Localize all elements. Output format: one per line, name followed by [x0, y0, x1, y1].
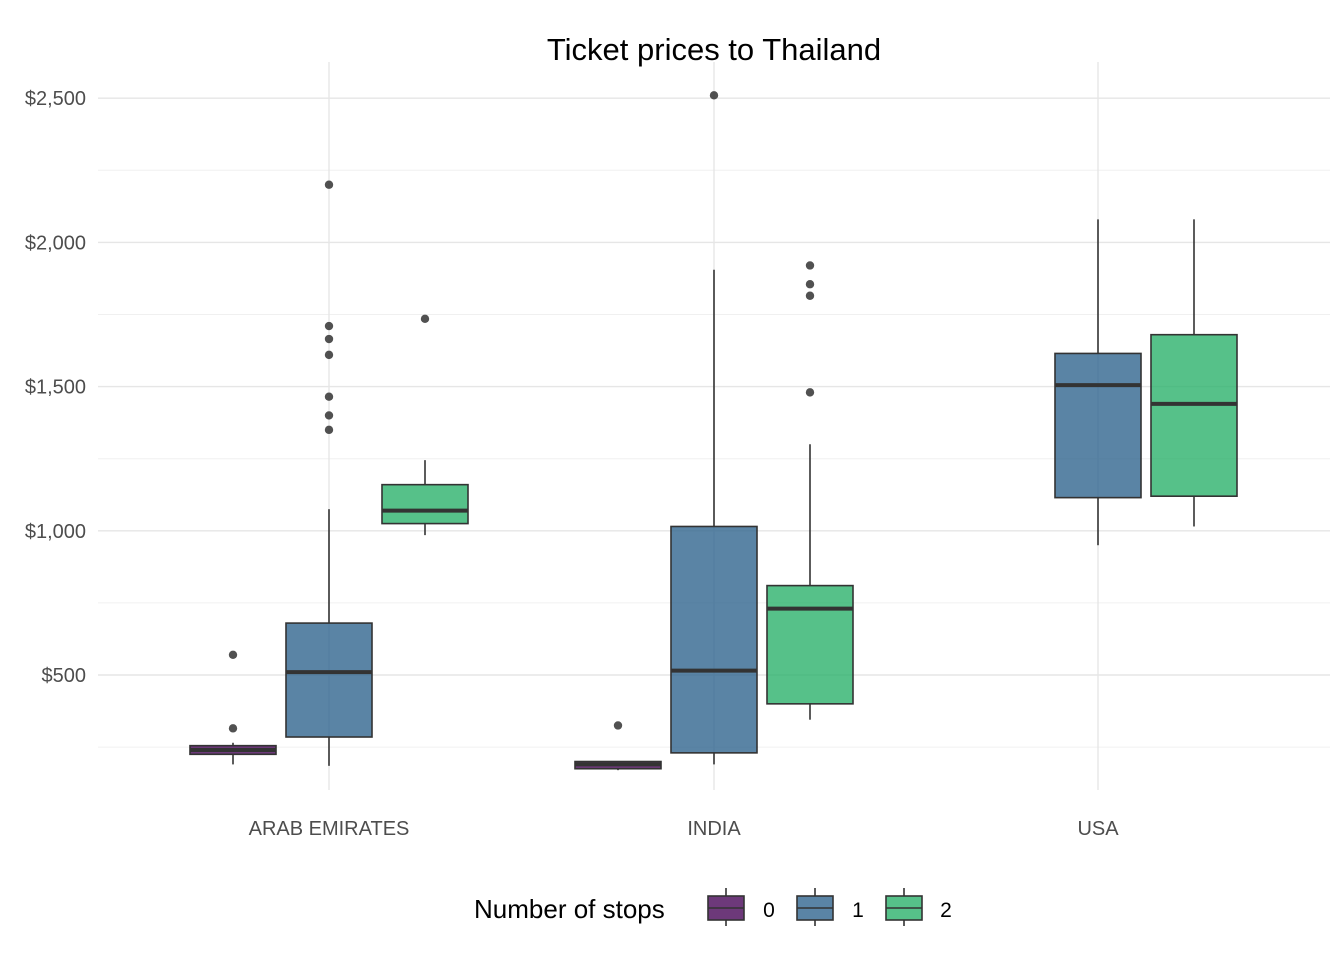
- outlier-point: [805, 388, 815, 397]
- box: [1150, 333, 1238, 497]
- box: [670, 525, 758, 754]
- box: [285, 622, 373, 738]
- outlier-point: [324, 334, 334, 344]
- outlier-point: [324, 180, 334, 189]
- box-group: [670, 91, 758, 765]
- box-group: [574, 721, 662, 771]
- box-group: [1150, 219, 1238, 527]
- box: [1054, 352, 1142, 499]
- outlier-point: [228, 724, 238, 733]
- box-group: [189, 650, 277, 765]
- y-tick-label: $2,500: [25, 88, 86, 110]
- legend-item: 2: [885, 888, 952, 926]
- plot-area: [189, 91, 1238, 771]
- outlier-point: [805, 280, 815, 289]
- outlier-point: [613, 721, 623, 730]
- box-group: [766, 261, 854, 720]
- legend-item: 0: [707, 888, 775, 926]
- outlier-point: [709, 91, 719, 100]
- x-tick-label: USA: [1077, 818, 1119, 840]
- x-tick-label: INDIA: [687, 818, 741, 840]
- outlier-point: [228, 650, 238, 660]
- outlier-point: [324, 392, 334, 401]
- x-axis: ARAB EMIRATES INDIA USA: [249, 818, 1120, 840]
- outlier-point: [324, 321, 334, 331]
- legend-label: 0: [763, 899, 775, 922]
- y-tick-label: $500: [42, 665, 87, 687]
- outlier-point: [324, 411, 334, 420]
- outlier-point: [324, 425, 334, 435]
- y-tick-label: $1,000: [25, 521, 86, 543]
- x-tick-label: ARAB EMIRATES: [249, 818, 410, 840]
- box-group: [381, 314, 469, 536]
- y-tick-label: $2,000: [25, 232, 86, 254]
- chart-title: Ticket prices to Thailand: [547, 32, 881, 67]
- y-axis: $500 $1,000 $1,500 $2,000 $2,500: [25, 88, 86, 687]
- box-group: [285, 180, 373, 766]
- outlier-point: [805, 261, 815, 270]
- legend-label: 1: [852, 899, 864, 922]
- y-tick-label: $1,500: [25, 377, 86, 399]
- legend-title: Number of stops: [474, 894, 665, 924]
- outlier-point: [805, 291, 815, 300]
- legend-item: 1: [796, 888, 864, 926]
- legend: Number of stops 0 1 2: [474, 888, 952, 926]
- box: [381, 483, 469, 525]
- legend-label: 2: [940, 899, 952, 922]
- box: [766, 584, 854, 705]
- outlier-point: [420, 314, 430, 324]
- box-group: [1054, 219, 1142, 546]
- outlier-point: [324, 350, 334, 360]
